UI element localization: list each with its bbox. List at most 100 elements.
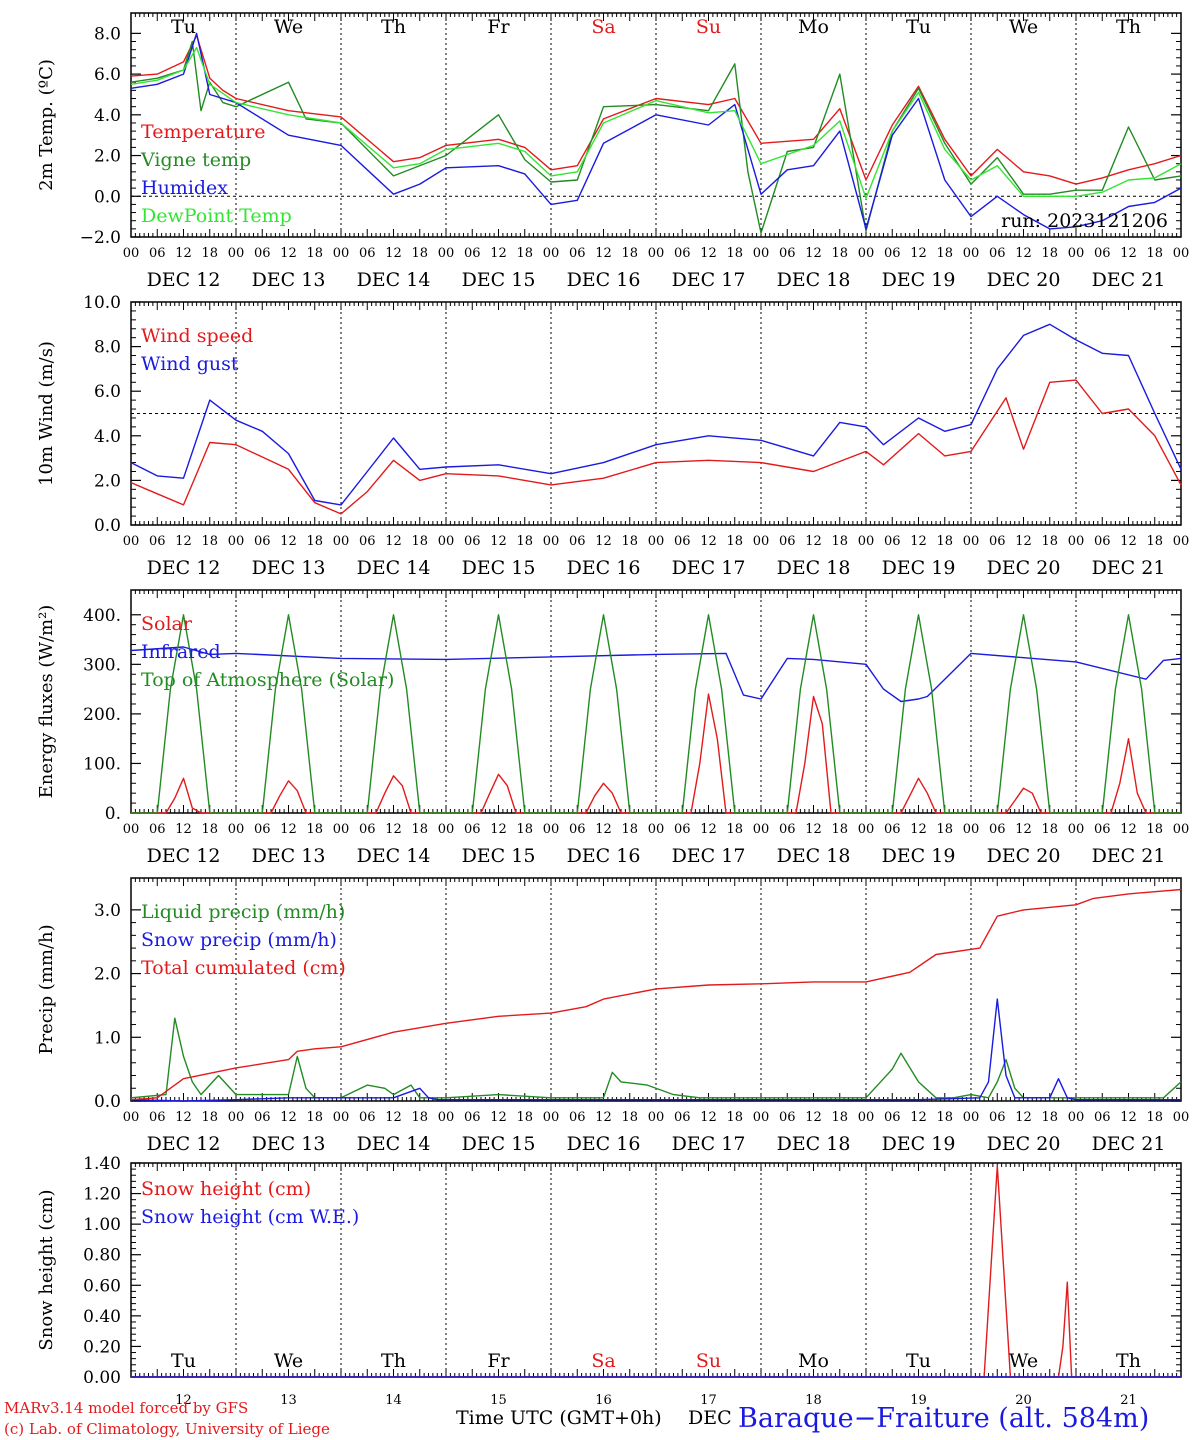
date-label: DEC 17 (672, 1133, 746, 1155)
hour-tick-label: 12 (175, 534, 192, 549)
hour-tick-label: 00 (858, 246, 875, 261)
y-tick-label: 0.0 (94, 187, 121, 207)
hour-tick-label: 18 (201, 1110, 218, 1125)
hour-tick-label: 18 (936, 1110, 953, 1125)
hour-tick-label: 06 (884, 822, 901, 837)
hour-tick-label: 00 (648, 534, 665, 549)
date-label: DEC 16 (567, 269, 641, 291)
hour-tick-label: 12 (1015, 1110, 1032, 1125)
y-tick-label: 0. (105, 804, 121, 824)
hour-tick-label: 12 (175, 246, 192, 261)
hour-tick-label: 06 (989, 246, 1006, 261)
date-label: DEC 19 (882, 557, 956, 579)
weekday-label: Th (381, 16, 406, 38)
hour-tick-label: 12 (280, 534, 297, 549)
footer: MARv3.14 model forced by GFS (c) Lab. of… (4, 1399, 1149, 1438)
date-label: DEC 21 (1092, 557, 1166, 579)
y-tick-label: 0.20 (83, 1337, 121, 1357)
hour-tick-label: 18 (831, 822, 848, 837)
series-line-3 (130, 46, 1182, 200)
weekday-label: Sa (591, 16, 615, 38)
hour-tick-label: 12 (595, 534, 612, 549)
hour-tick-label: 00 (1068, 822, 1085, 837)
date-label: DEC 13 (252, 269, 326, 291)
day-number-label: 18 (805, 1393, 822, 1408)
hour-tick-label: 06 (254, 246, 271, 261)
hour-tick-label: 12 (1015, 246, 1032, 261)
date-label: DEC 18 (777, 845, 851, 867)
y-tick-label: −2.0 (80, 228, 121, 248)
hour-tick-label: 18 (831, 1110, 848, 1125)
date-label: DEC 13 (252, 557, 326, 579)
legend-entry: Snow height (cm) (141, 1178, 311, 1200)
hour-tick-label: 18 (726, 246, 743, 261)
hour-tick-label: 18 (516, 246, 533, 261)
hour-tick-label: 06 (254, 822, 271, 837)
legend-entry: Wind speed (141, 325, 253, 347)
y-tick-label: 300. (83, 655, 121, 675)
y-tick-label: 2.0 (94, 471, 121, 491)
hour-tick-label: 00 (1173, 534, 1190, 549)
weekday-label: Fr (487, 1350, 510, 1372)
hour-tick-label: 12 (805, 1110, 822, 1125)
hour-tick-label: 06 (1094, 1110, 1111, 1125)
hour-tick-label: 18 (936, 246, 953, 261)
y-tick-label: 0.0 (94, 1092, 121, 1112)
hour-tick-label: 00 (228, 534, 245, 549)
hour-tick-label: 18 (411, 246, 428, 261)
date-label: DEC 19 (882, 1133, 956, 1155)
hour-tick-label: 00 (1068, 246, 1085, 261)
hour-tick-label: 00 (438, 246, 455, 261)
hour-tick-label: 06 (359, 534, 376, 549)
series-line-0 (130, 1017, 1182, 1099)
hour-tick-label: 12 (385, 534, 402, 549)
hour-tick-label: 06 (254, 1110, 271, 1125)
hour-tick-label: 12 (805, 822, 822, 837)
day-number-label: 15 (490, 1393, 507, 1408)
day-number-label: 19 (910, 1393, 927, 1408)
series-line-1 (130, 323, 1182, 506)
hour-tick-label: 00 (648, 246, 665, 261)
hour-tick-label: 06 (989, 534, 1006, 549)
legend-entry: Temperature (141, 121, 265, 143)
hour-tick-label: 18 (831, 246, 848, 261)
hour-tick-label: 00 (858, 822, 875, 837)
weekday-label: Th (381, 1350, 406, 1372)
legend-entry: Solar (141, 613, 193, 635)
hour-tick-label: 18 (621, 534, 638, 549)
day-number-label: 16 (595, 1393, 612, 1408)
hour-tick-label: 12 (1015, 822, 1032, 837)
date-label: DEC 18 (777, 557, 851, 579)
hour-tick-label: 12 (910, 1110, 927, 1125)
date-label: DEC 14 (357, 269, 431, 291)
y-tick-label: 4.0 (94, 427, 121, 447)
date-label: DEC 17 (672, 557, 746, 579)
y-axis-label: 2m Temp. (ºC) (36, 59, 57, 191)
date-label: DEC 13 (252, 1133, 326, 1155)
weekday-label: Mo (798, 16, 829, 38)
series-line-1 (130, 646, 1182, 703)
hour-tick-label: 00 (228, 822, 245, 837)
y-tick-label: 0.60 (83, 1276, 121, 1296)
hour-tick-label: 00 (648, 1110, 665, 1125)
hour-tick-label: 06 (674, 822, 691, 837)
hour-tick-label: 12 (595, 246, 612, 261)
hour-tick-label: 12 (385, 1110, 402, 1125)
y-tick-label: 10.0 (83, 293, 121, 313)
date-label: DEC 21 (1092, 269, 1166, 291)
hour-tick-label: 12 (595, 822, 612, 837)
y-tick-label: 8.0 (94, 24, 121, 44)
y-tick-label: 3.0 (94, 901, 121, 921)
hour-tick-label: 12 (595, 1110, 612, 1125)
hour-tick-label: 12 (175, 1110, 192, 1125)
y-tick-label: 200. (83, 705, 121, 725)
hour-tick-label: 12 (280, 246, 297, 261)
hour-tick-label: 18 (1041, 246, 1058, 261)
hour-tick-label: 06 (254, 534, 271, 549)
hour-tick-label: 18 (621, 246, 638, 261)
hour-tick-label: 06 (1094, 246, 1111, 261)
hour-tick-label: 18 (516, 534, 533, 549)
hour-tick-label: 00 (438, 822, 455, 837)
date-label: DEC 18 (777, 269, 851, 291)
y-tick-label: 1.0 (94, 1028, 121, 1048)
